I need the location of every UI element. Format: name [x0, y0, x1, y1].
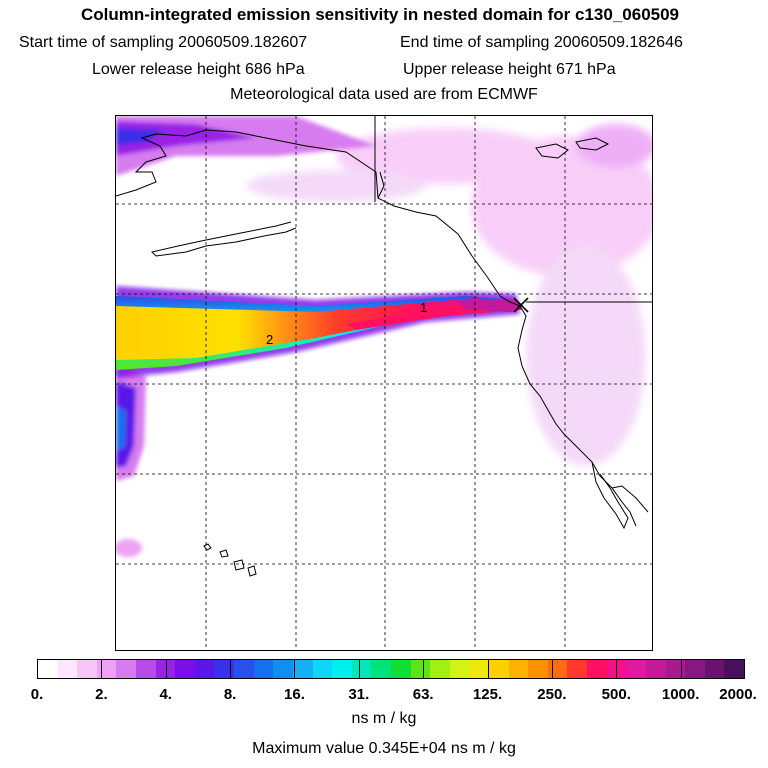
colorbar-tick — [358, 660, 360, 678]
colorbar-segment — [351, 660, 372, 678]
colorbar-segment — [155, 660, 176, 678]
lower-release-label: Lower release height 686 hPa — [92, 61, 305, 78]
colorbar-segment — [449, 660, 470, 678]
colorbar-segment — [724, 660, 744, 678]
map-panel: 2 1 — [115, 115, 653, 651]
sensitivity-map: 2 1 — [116, 116, 652, 650]
northwest-streak — [116, 116, 376, 176]
colorbar-tick-label: 16. — [284, 686, 305, 703]
colorbar-segment — [332, 660, 352, 678]
colorbar-segment — [77, 660, 97, 678]
western-tail — [116, 366, 146, 557]
colorbar-tick — [165, 660, 167, 678]
colorbar-tick-label: 8. — [223, 686, 237, 703]
colorbar-segment — [57, 660, 78, 678]
colorbar-tick-label: 500. — [601, 686, 631, 703]
colorbar-tick — [616, 660, 618, 678]
lat-lon-grid — [116, 116, 652, 650]
colorbar-tick — [487, 660, 489, 678]
colorbar-segment — [38, 660, 58, 678]
colorbar-segment — [547, 660, 568, 678]
plume-marker-2: 2 — [266, 332, 273, 347]
colorbar-tick — [230, 660, 232, 678]
colorbar-segment — [665, 660, 686, 678]
page-title: Column-integrated emission sensitivity i… — [80, 5, 680, 24]
colorbar-segment — [371, 660, 391, 678]
coastlines — [116, 116, 652, 577]
colorbar-segment — [175, 660, 195, 678]
colorbar-segment — [292, 660, 313, 678]
legend-colorbar — [37, 659, 745, 679]
start-time-label: Start time of sampling 20060509.182607 — [19, 34, 308, 51]
colorbar-segment — [626, 660, 646, 678]
background-sensitivity-haze — [246, 124, 652, 466]
colorbar-segment — [489, 660, 509, 678]
colorbar-tick — [680, 660, 682, 678]
met-data-label: Meteorological data used are from ECMWF — [230, 86, 538, 103]
maximum-value-label: Maximum value 0.345E+04 ns m / kg — [252, 740, 516, 757]
colorbar-segment — [96, 660, 117, 678]
legend-units: ns m / kg — [351, 710, 417, 727]
colorbar-segment — [214, 660, 235, 678]
colorbar-segment — [645, 660, 666, 678]
colorbar-tick-label: 1000. — [661, 686, 700, 703]
colorbar-tick-label: 2000. — [719, 686, 757, 703]
colorbar-segment — [567, 660, 588, 678]
end-time-label: End time of sampling 20060509.182646 — [400, 34, 683, 51]
plume-marker-1: 1 — [420, 300, 427, 315]
colorbar-segment — [273, 660, 293, 678]
colorbar-segment — [194, 660, 215, 678]
emission-plume — [116, 286, 522, 378]
colorbar-tick-label: 4. — [159, 686, 172, 703]
colorbar-segment — [508, 660, 529, 678]
colorbar-segment — [312, 660, 333, 678]
colorbar-segment — [234, 660, 254, 678]
colorbar-segment — [685, 660, 705, 678]
colorbar-segment — [587, 660, 607, 678]
colorbar-segment — [136, 660, 156, 678]
colorbar-tick-label: 63. — [412, 686, 434, 703]
colorbar-tick-label: 250. — [537, 686, 567, 703]
colorbar-tick — [423, 660, 425, 678]
colorbar-segment — [704, 660, 725, 678]
colorbar-tick-label: 2. — [95, 686, 108, 703]
colorbar-segment — [469, 660, 490, 678]
upper-release-label: Upper release height 671 hPa — [403, 61, 616, 78]
colorbar-tick — [551, 660, 553, 678]
colorbar-tick-label: 0. — [30, 686, 44, 703]
colorbar-segment — [410, 660, 431, 678]
colorbar-tick — [101, 660, 103, 678]
release-location-marker — [513, 297, 529, 313]
colorbar-segment — [116, 660, 137, 678]
colorbar-segment — [253, 660, 274, 678]
colorbar-segment — [390, 660, 411, 678]
colorbar-segment — [430, 660, 450, 678]
colorbar-tick-label: 125. — [472, 686, 503, 703]
colorbar-segment — [528, 660, 548, 678]
colorbar-tick-label: 31. — [348, 686, 370, 703]
colorbar-tick — [294, 660, 296, 678]
